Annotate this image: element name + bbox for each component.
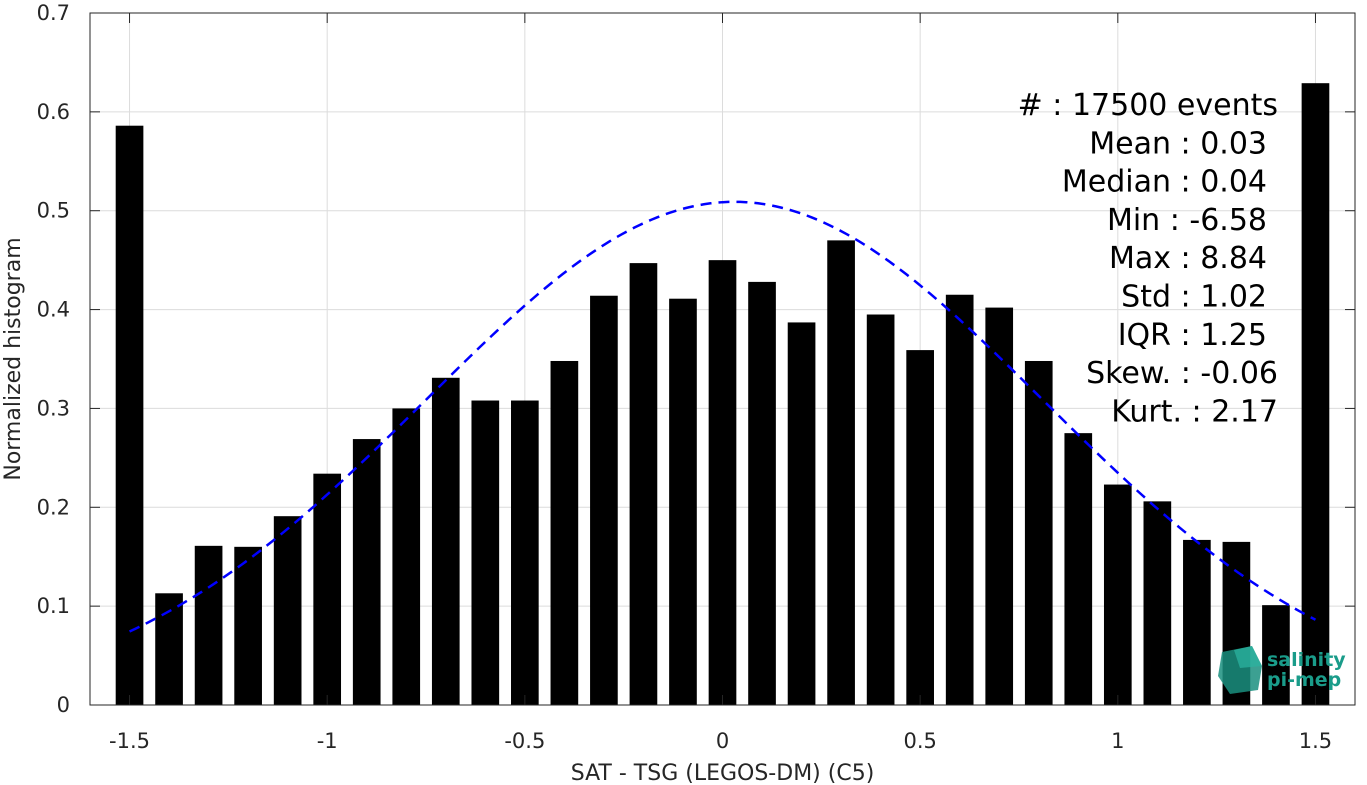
histogram-bar — [827, 240, 855, 705]
y-tick-label: 0.4 — [37, 298, 70, 322]
y-tick-label: 0 — [57, 693, 70, 717]
x-axis-label: SAT - TSG (LEGOS-DM) (C5) — [571, 761, 875, 785]
x-tick-label: 0.5 — [903, 729, 936, 753]
histogram-bar — [1064, 433, 1093, 705]
histogram-bar — [194, 545, 223, 705]
y-tick-label: 0.7 — [37, 1, 70, 25]
histogram-bar — [273, 516, 302, 705]
histogram-bar — [234, 546, 262, 705]
histogram-bar — [590, 295, 618, 705]
histogram-bar — [1143, 501, 1172, 705]
y-tick-label: 0.2 — [37, 495, 70, 519]
x-tick-label: 1.5 — [1299, 729, 1332, 753]
gaussian-fit-curve — [128, 200, 1317, 633]
histogram-bar — [313, 473, 342, 705]
histogram-bar — [471, 400, 500, 705]
stat-line: Median : 0.04 — [1062, 165, 1267, 200]
histogram-bar — [352, 439, 381, 705]
y-tick-label: 0.5 — [37, 199, 70, 223]
x-tick-label: -1 — [317, 729, 338, 753]
histogram-bar — [708, 260, 737, 705]
stat-line: Max : 8.84 — [1109, 241, 1267, 276]
y-tick-label: 0.3 — [37, 396, 70, 420]
stat-line: Min : -6.58 — [1107, 203, 1267, 238]
logo-text-salinity: salinity — [1267, 649, 1346, 671]
histogram-bar — [1103, 484, 1132, 705]
x-tick-labels: -1.5 -1 -0.5 0 0.5 1 1.5 — [109, 729, 1332, 753]
histogram-bar — [787, 322, 816, 705]
stat-line: IQR : 1.25 — [1118, 318, 1267, 353]
histogram-bar — [1183, 539, 1211, 705]
y-tick-label: 0.1 — [37, 594, 70, 618]
x-tick-label: 0 — [716, 729, 729, 753]
axis-ticks — [90, 12, 1355, 706]
histogram-bar — [906, 350, 934, 705]
histogram-bars — [115, 83, 1330, 705]
stat-line: Mean : 0.03 — [1089, 126, 1267, 161]
histogram-bar — [550, 360, 579, 705]
histogram-bar — [629, 263, 658, 705]
x-tick-label: -1.5 — [109, 729, 150, 753]
histogram-bar — [392, 408, 421, 705]
x-tick-label: 1 — [1111, 729, 1124, 753]
stat-line: Std : 1.02 — [1121, 280, 1267, 315]
stat-line: Skew. : -0.06 — [1086, 356, 1278, 391]
x-tick-label: -0.5 — [504, 729, 545, 753]
histogram-bar — [511, 400, 539, 705]
logo-text-pi-mep: pi-mep — [1267, 669, 1341, 691]
histogram-bar — [431, 377, 460, 705]
stat-line: Kurt. : 2.17 — [1111, 394, 1278, 429]
stat-line: # : 17500 events — [1018, 88, 1278, 123]
histogram-bar — [866, 314, 895, 705]
histogram-bar — [1024, 360, 1053, 705]
histogram-bar — [1301, 83, 1330, 705]
histogram-bar — [985, 307, 1014, 705]
histogram-bar — [669, 298, 697, 705]
y-tick-label: 0.6 — [37, 100, 70, 124]
histogram-bar — [748, 281, 776, 705]
y-tick-labels: 0 0.1 0.2 0.3 0.4 0.5 0.6 0.7 — [37, 1, 70, 717]
histogram-bar — [945, 294, 974, 705]
histogram-bar — [115, 125, 144, 705]
y-axis-label: Normalized histogram — [1, 237, 26, 480]
logo-cube-facet — [1234, 646, 1262, 668]
histogram-bar — [1262, 605, 1290, 705]
salinity-pi-mep-logo: salinity pi-mep — [1218, 646, 1346, 694]
